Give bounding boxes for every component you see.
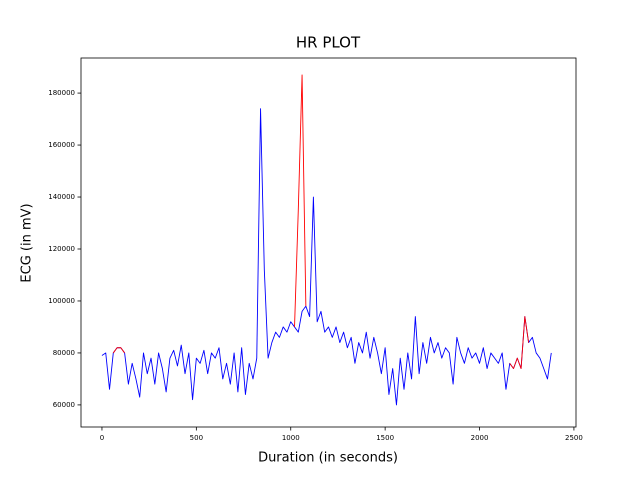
x-tick-label: 1000 <box>282 434 300 442</box>
x-tick-label: 2500 <box>565 434 583 442</box>
x-tick-label: 500 <box>190 434 203 442</box>
y-tick-label: 60000 <box>53 401 75 409</box>
x-axis-label: Duration (in seconds) <box>258 451 398 466</box>
x-tick-label: 1500 <box>376 434 394 442</box>
y-tick-label: 120000 <box>48 245 75 253</box>
y-tick-label: 100000 <box>48 297 75 305</box>
x-tick-label: 2000 <box>471 434 489 442</box>
y-tick-label: 160000 <box>48 141 75 149</box>
x-tick-label: 0 <box>100 434 104 442</box>
data-line <box>112 74 530 369</box>
y-tick-label: 180000 <box>48 89 75 97</box>
plot-frame <box>80 57 577 428</box>
chart-title: HR PLOT <box>296 34 361 52</box>
y-tick-label: 140000 <box>48 193 75 201</box>
y-tick-label: 80000 <box>53 349 75 357</box>
y-axis-label: ECG (in mV) <box>20 203 35 282</box>
data-line <box>101 108 552 406</box>
